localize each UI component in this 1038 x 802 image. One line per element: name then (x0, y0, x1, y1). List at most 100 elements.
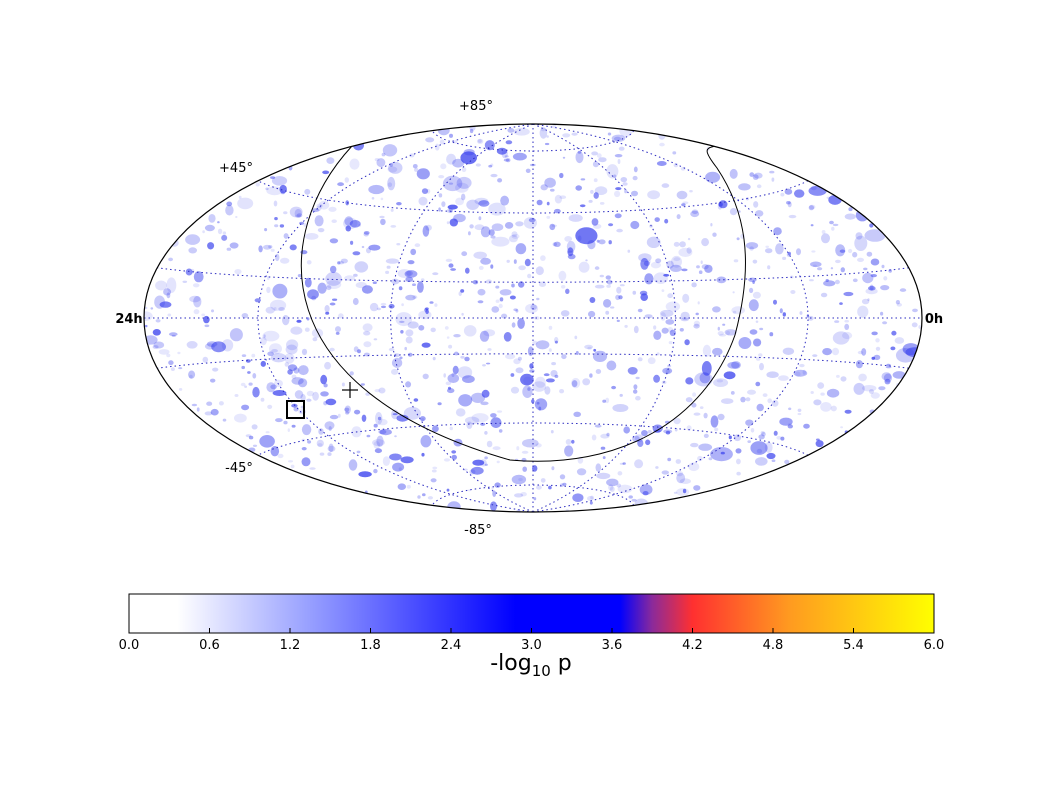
significance-blob (451, 372, 455, 377)
significance-blob (676, 471, 684, 477)
significance-blob (185, 268, 193, 276)
significance-blob (594, 284, 605, 289)
significance-blob (691, 282, 697, 288)
significance-blob (562, 133, 571, 138)
significance-blob (632, 175, 638, 181)
significance-blob (420, 278, 425, 282)
significance-blob (251, 353, 256, 358)
significance-blob (615, 187, 622, 191)
colorbar-tick-label: 0.6 (199, 638, 220, 653)
significance-blob (206, 401, 213, 406)
significance-blob (461, 312, 464, 316)
significance-blob (544, 142, 550, 146)
significance-blob (551, 362, 556, 366)
significance-blob (490, 417, 502, 428)
significance-blob (815, 440, 824, 448)
significance-blob (515, 221, 524, 227)
significance-blob (222, 231, 227, 235)
significance-blob (732, 291, 735, 294)
significance-blob (225, 204, 234, 216)
significance-blob (667, 457, 672, 462)
significance-blob (595, 369, 602, 374)
significance-blob (595, 463, 602, 472)
significance-blob (454, 351, 459, 356)
significance-blob (705, 171, 721, 183)
significance-blob (272, 390, 287, 396)
significance-blob (469, 469, 476, 475)
significance-blob (289, 206, 303, 218)
significance-blob (360, 383, 365, 386)
significance-blob (912, 308, 918, 313)
significance-blob (382, 144, 398, 157)
significance-blob (285, 344, 298, 355)
significance-blob (327, 445, 336, 452)
significance-blob (247, 371, 251, 374)
significance-blob (771, 399, 779, 407)
significance-blob (486, 440, 493, 448)
significance-blob (828, 194, 842, 205)
significance-blob (606, 478, 619, 487)
significance-blob (432, 356, 436, 361)
significance-blob (396, 202, 402, 206)
significance-blob (532, 340, 538, 345)
significance-blob (797, 408, 802, 412)
significance-blob (391, 357, 403, 368)
significance-blob (291, 424, 296, 428)
significance-blob (522, 385, 533, 399)
significance-blob (517, 318, 525, 329)
significance-blob (438, 207, 441, 212)
significance-blob (575, 227, 598, 245)
significance-blob (404, 346, 408, 351)
significance-blob (366, 434, 371, 438)
significance-blob (390, 225, 397, 228)
significance-blob (488, 164, 493, 168)
significance-blob (855, 232, 863, 240)
significance-blob (403, 406, 421, 420)
significance-blob (895, 300, 901, 305)
significance-blob (458, 291, 462, 297)
significance-blob (618, 146, 625, 151)
significance-blob (500, 195, 509, 206)
significance-blob (810, 391, 814, 394)
colorbar-tick-label: 1.8 (360, 638, 381, 653)
significance-blob (487, 348, 492, 351)
significance-blob (778, 375, 789, 381)
colorbar-tick-label: 6.0 (924, 638, 945, 653)
significance-blob (631, 498, 637, 502)
significance-blob (684, 339, 690, 346)
significance-blob (700, 260, 703, 265)
significance-blob (868, 286, 876, 291)
significance-blob (848, 207, 853, 212)
significance-blob (755, 320, 759, 323)
significance-blob (504, 155, 509, 158)
significance-blob (880, 285, 890, 291)
significance-blob (520, 373, 534, 386)
significance-blob (619, 284, 625, 287)
significance-blob (447, 386, 452, 390)
significance-blob (488, 202, 506, 216)
significance-blob (251, 424, 258, 430)
significance-blob (628, 495, 633, 499)
significance-blob (391, 278, 400, 285)
significance-blob (691, 209, 699, 215)
significance-blob (593, 348, 597, 352)
significance-blob (579, 204, 586, 208)
significance-blob (536, 297, 540, 301)
significance-blob (238, 195, 242, 199)
significance-blob (307, 440, 312, 444)
significance-blob (673, 491, 678, 494)
significance-blob (328, 426, 332, 432)
significance-blob (476, 138, 484, 144)
significance-blob (680, 311, 690, 321)
significance-blob (656, 161, 667, 166)
significance-blob (399, 320, 405, 323)
significance-blob (260, 360, 266, 367)
significance-blob (896, 303, 902, 307)
significance-blob (328, 206, 337, 212)
significance-blob (661, 289, 665, 292)
significance-blob (857, 305, 869, 318)
significance-blob (679, 328, 684, 332)
significance-blob (619, 462, 625, 465)
significance-blob (481, 389, 490, 398)
significance-blob (565, 439, 572, 445)
